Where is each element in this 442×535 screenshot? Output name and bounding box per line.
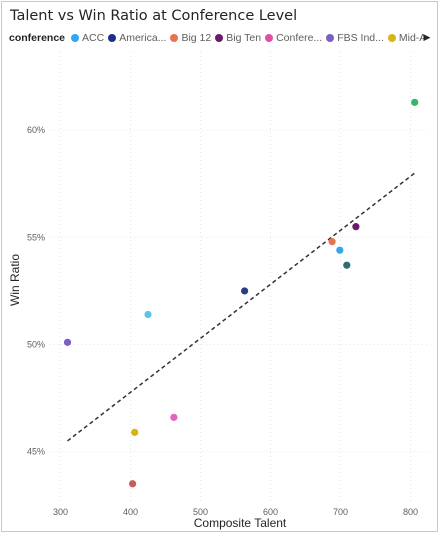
x-tick-label: 800 (403, 507, 418, 517)
data-point[interactable] (129, 480, 137, 488)
x-tick-label: 600 (263, 507, 278, 517)
data-point[interactable] (328, 238, 336, 246)
legend-label: Big 12 (181, 32, 212, 44)
legend-item[interactable]: Confere... (265, 32, 322, 44)
trend-line (67, 172, 416, 442)
legend-item[interactable]: America... (108, 32, 166, 44)
x-tick-label: 400 (123, 507, 138, 517)
x-tick-label: 500 (193, 507, 208, 517)
legend-item[interactable]: FBS Ind... (326, 32, 384, 44)
legend-item[interactable]: ACC (71, 32, 104, 44)
legend-marker (108, 34, 117, 42)
legend-marker (265, 34, 274, 42)
legend-label: Mid-Am... (398, 32, 425, 44)
data-point[interactable] (343, 261, 351, 269)
legend-label: Confere... (276, 32, 323, 44)
y-tick-label: 60% (27, 125, 45, 135)
legend-next-arrow-icon[interactable]: ▶ (423, 33, 431, 43)
data-point[interactable] (63, 338, 72, 346)
x-tick-label: 300 (53, 507, 68, 517)
legend-item[interactable]: Mid-Am... (387, 32, 425, 44)
y-tick-label: 55% (27, 232, 45, 242)
legend-label: FBS Ind... (337, 32, 384, 44)
data-point[interactable] (241, 287, 249, 295)
data-point[interactable] (131, 428, 139, 436)
legend-marker (71, 34, 80, 42)
legend-marker (215, 34, 224, 42)
legend-title: conference (9, 32, 66, 44)
y-axis-label: Win Ratio (8, 254, 22, 306)
legend-item[interactable]: Big Ten (215, 32, 261, 44)
data-point[interactable] (336, 246, 344, 254)
legend: conference ACC America... Big 12 Big Ten Con… (9, 31, 425, 45)
chart-title: Talent vs Win Ratio at Conference Level (10, 8, 298, 24)
legend-marker (326, 34, 335, 42)
legend-label: ACC (82, 32, 105, 44)
data-point[interactable] (144, 310, 152, 319)
x-axis-label: Composite Talent (194, 516, 287, 530)
legend-label: Big Ten (226, 32, 262, 44)
data-point[interactable] (352, 223, 360, 231)
data-point[interactable] (411, 98, 419, 106)
legend-marker (387, 34, 396, 42)
y-tick-label: 50% (27, 340, 45, 350)
legend-item[interactable]: Big 12 (170, 32, 211, 44)
legend-marker (170, 34, 179, 42)
x-tick-label: 700 (333, 507, 348, 517)
legend-items: ACC America... Big 12 Big Ten Confere... FBS … (71, 32, 425, 44)
data-point[interactable] (170, 413, 178, 421)
legend-label: America... (119, 32, 167, 44)
y-tick-label: 45% (27, 447, 45, 457)
